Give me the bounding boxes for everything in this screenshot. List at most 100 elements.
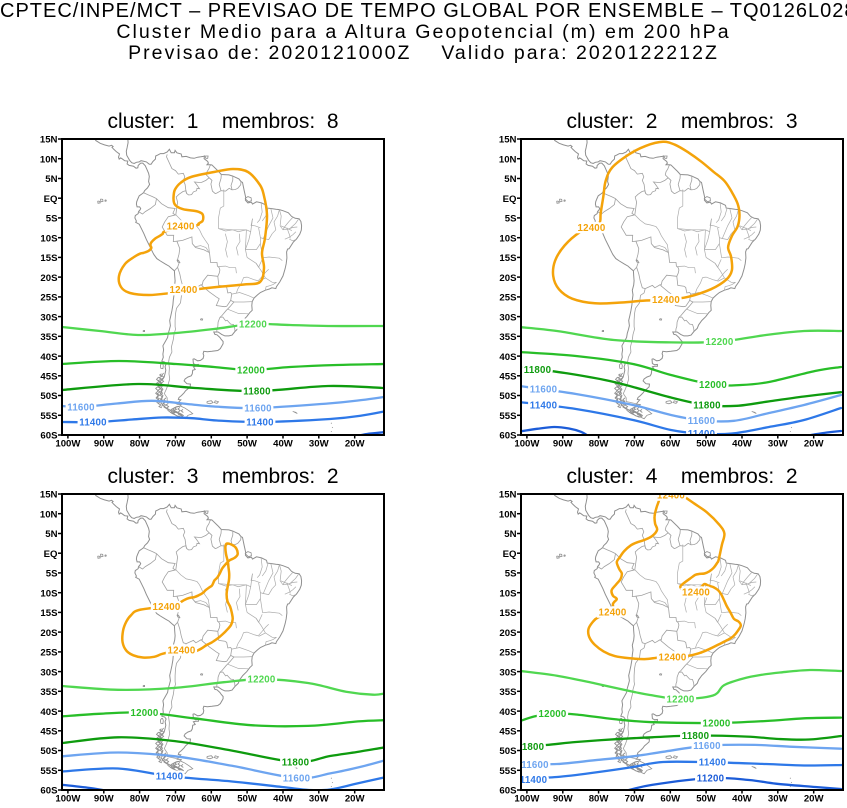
svg-text:cluster: 3 membros: 2: cluster: 3 membros: 2 (107, 465, 338, 488)
svg-text:12400: 12400 (168, 645, 196, 656)
svg-text:12000: 12000 (703, 718, 731, 729)
svg-text:12200: 12200 (667, 694, 695, 705)
svg-text:40S: 40S (40, 352, 58, 363)
svg-text:20W: 20W (804, 794, 825, 805)
svg-text:25S: 25S (499, 293, 517, 304)
svg-text:11400: 11400 (246, 417, 273, 428)
svg-text:40W: 40W (273, 794, 294, 805)
svg-text:50W: 50W (696, 794, 717, 805)
svg-text:5S: 5S (505, 569, 517, 580)
svg-text:EQ: EQ (503, 549, 517, 560)
svg-text:15N: 15N (499, 490, 517, 501)
svg-text:55S: 55S (499, 766, 517, 777)
svg-text:EQ: EQ (44, 194, 58, 205)
svg-text:10S: 10S (40, 588, 58, 599)
svg-text:15S: 15S (40, 608, 58, 619)
svg-text:10N: 10N (499, 154, 517, 165)
svg-text:50S: 50S (499, 746, 517, 757)
svg-text:12400: 12400 (167, 222, 195, 233)
svg-text:90W: 90W (553, 439, 574, 450)
svg-text:100W: 100W (55, 439, 81, 450)
svg-text:35S: 35S (499, 687, 517, 698)
svg-text:11400: 11400 (520, 775, 547, 786)
svg-text:10N: 10N (499, 509, 517, 520)
svg-text:35S: 35S (499, 332, 517, 343)
svg-text:11200: 11200 (697, 773, 724, 784)
svg-text:90W: 90W (94, 439, 115, 450)
svg-text:50W: 50W (237, 794, 258, 805)
svg-text:70W: 70W (625, 794, 646, 805)
svg-text:11800: 11800 (682, 731, 709, 742)
svg-text:11600: 11600 (530, 385, 557, 396)
svg-text:12400: 12400 (578, 223, 606, 234)
svg-text:12400: 12400 (652, 295, 680, 306)
svg-text:10S: 10S (40, 233, 58, 244)
svg-text:5N: 5N (45, 529, 57, 540)
svg-text:45S: 45S (499, 372, 517, 383)
svg-text:11600: 11600 (688, 416, 715, 427)
svg-text:5N: 5N (504, 174, 516, 185)
svg-text:11800: 11800 (524, 365, 551, 376)
svg-text:12400: 12400 (657, 490, 685, 501)
svg-text:30S: 30S (499, 312, 517, 323)
svg-text:40S: 40S (499, 352, 517, 363)
svg-text:10N: 10N (40, 154, 58, 165)
svg-text:12200: 12200 (239, 319, 267, 330)
svg-text:11600: 11600 (521, 760, 548, 771)
svg-text:15S: 15S (499, 608, 517, 619)
svg-text:40W: 40W (273, 439, 294, 450)
svg-text:11600: 11600 (693, 741, 720, 752)
svg-text:40S: 40S (40, 707, 58, 718)
svg-text:11400: 11400 (530, 401, 557, 412)
svg-text:20S: 20S (40, 628, 58, 639)
svg-text:55S: 55S (499, 411, 517, 422)
svg-text:30W: 30W (309, 794, 330, 805)
svg-text:5S: 5S (46, 569, 58, 580)
svg-text:60S: 60S (40, 431, 58, 442)
svg-text:30W: 30W (309, 439, 330, 450)
svg-text:60W: 60W (201, 439, 222, 450)
svg-text:11400: 11400 (156, 772, 183, 783)
svg-text:20W: 20W (804, 439, 825, 450)
svg-text:5S: 5S (505, 214, 517, 225)
svg-text:30S: 30S (499, 667, 517, 678)
svg-text:5S: 5S (46, 214, 58, 225)
svg-text:60W: 60W (660, 794, 681, 805)
svg-text:80W: 80W (589, 439, 610, 450)
svg-text:30W: 30W (768, 439, 789, 450)
svg-text:45S: 45S (40, 372, 58, 383)
svg-text:EQ: EQ (503, 194, 517, 205)
svg-text:60S: 60S (40, 786, 58, 797)
svg-text:80W: 80W (589, 794, 610, 805)
svg-text:60W: 60W (201, 794, 222, 805)
svg-text:12400: 12400 (153, 602, 181, 613)
svg-text:5N: 5N (45, 174, 57, 185)
svg-text:60W: 60W (660, 439, 681, 450)
svg-text:55S: 55S (40, 766, 58, 777)
svg-text:12400: 12400 (659, 653, 687, 664)
svg-text:15N: 15N (40, 490, 58, 501)
svg-text:25S: 25S (499, 648, 517, 659)
svg-text:11400: 11400 (699, 758, 726, 769)
svg-text:30S: 30S (40, 667, 58, 678)
svg-text:EQ: EQ (44, 549, 58, 560)
svg-text:90W: 90W (94, 794, 115, 805)
svg-text:12000: 12000 (237, 365, 265, 376)
svg-text:70W: 70W (166, 794, 187, 805)
svg-text:70W: 70W (166, 439, 187, 450)
svg-text:20S: 20S (499, 273, 517, 284)
svg-text:25S: 25S (40, 648, 58, 659)
svg-text:cluster: 1 membros: 8: cluster: 1 membros: 8 (107, 110, 338, 133)
svg-text:12400: 12400 (599, 607, 627, 618)
svg-text:11400: 11400 (79, 417, 106, 428)
svg-text:30W: 30W (768, 794, 789, 805)
svg-text:45S: 45S (499, 727, 517, 738)
svg-text:20W: 20W (345, 794, 366, 805)
svg-text:20S: 20S (499, 628, 517, 639)
svg-text:12400: 12400 (682, 587, 710, 598)
svg-text:100W: 100W (55, 794, 81, 805)
svg-text:20W: 20W (345, 439, 366, 450)
svg-text:11400: 11400 (688, 429, 715, 440)
svg-text:11800: 11800 (282, 757, 309, 768)
svg-text:12200: 12200 (248, 675, 276, 686)
